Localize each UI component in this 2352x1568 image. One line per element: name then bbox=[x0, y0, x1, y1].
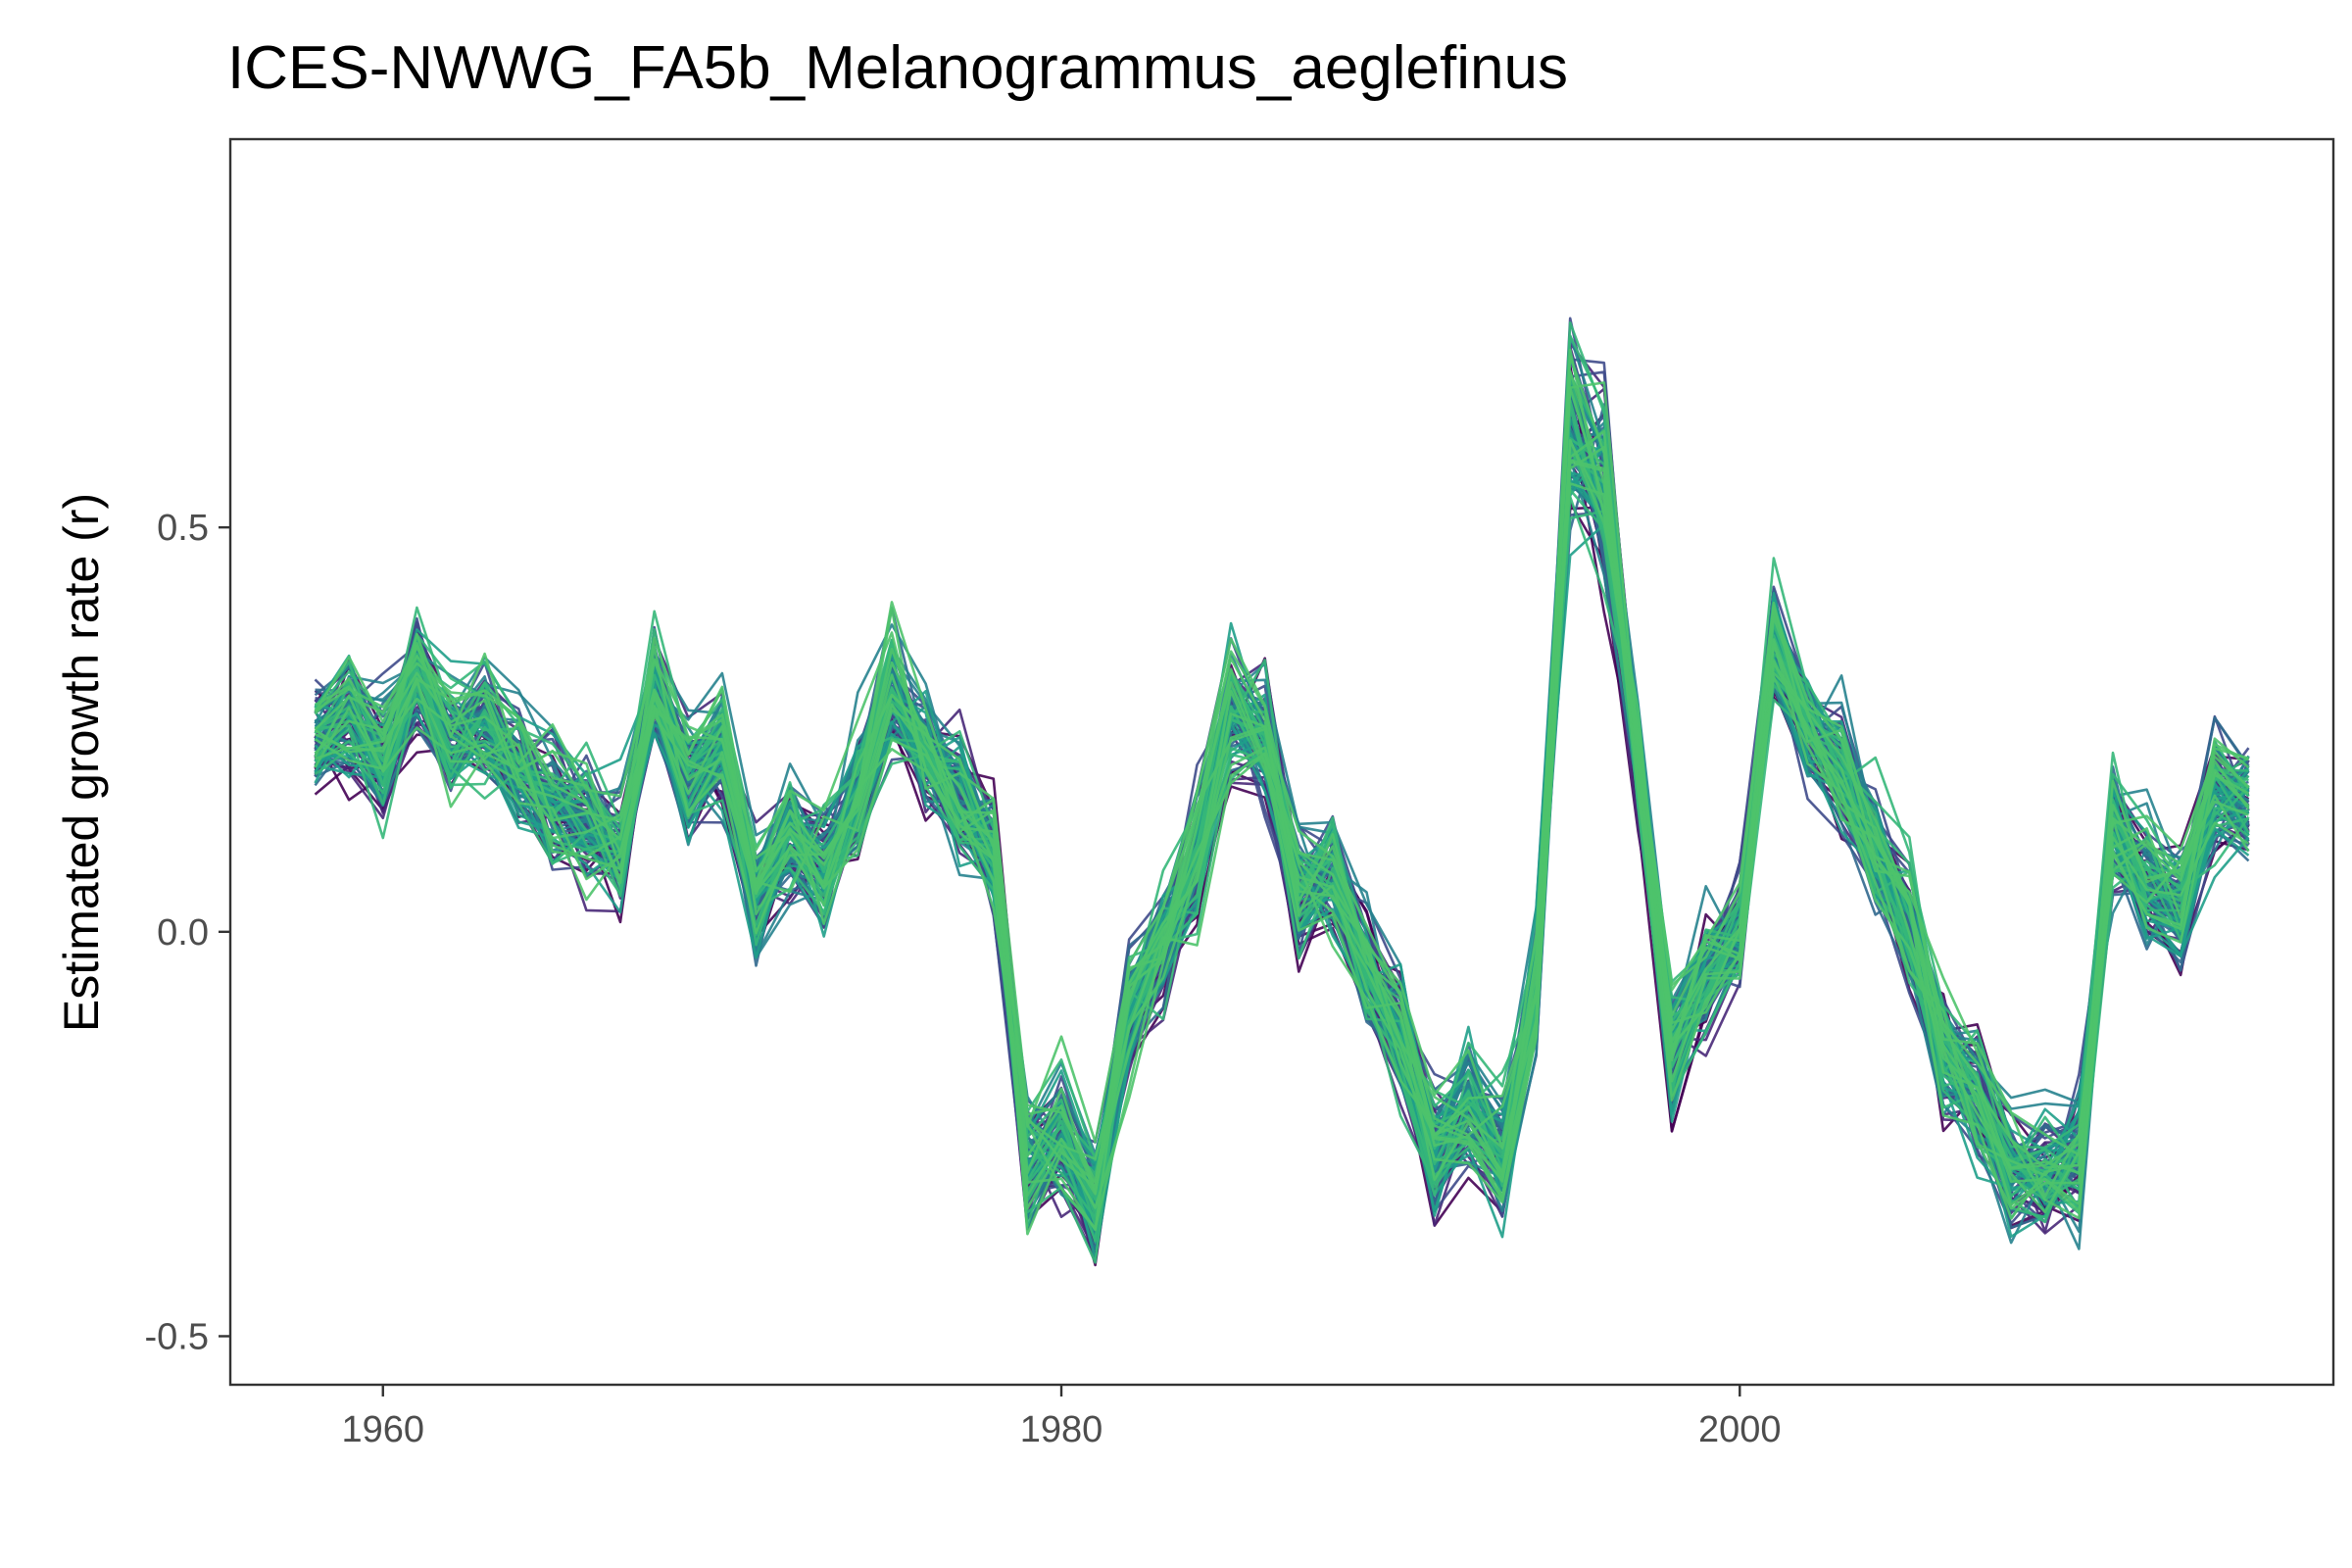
y-tick-label: 0.0 bbox=[157, 912, 209, 954]
x-tick-label: 1960 bbox=[341, 1409, 424, 1450]
y-axis: -0.5 0.0 0.5 bbox=[145, 508, 230, 1357]
y-tick-label: -0.5 bbox=[145, 1316, 209, 1357]
x-tick-label: 2000 bbox=[1698, 1409, 1782, 1450]
chart-title: ICES-NWWG_FA5b_Melanogrammus_aeglefinus bbox=[227, 34, 1568, 102]
ensemble-line bbox=[314, 438, 2249, 1214]
x-tick-label: 1980 bbox=[1020, 1409, 1103, 1450]
x-axis: 1960 1980 2000 bbox=[341, 1385, 1782, 1450]
ensemble-line bbox=[314, 348, 2249, 1183]
y-tick-label: 0.5 bbox=[157, 508, 209, 549]
plot-panel bbox=[228, 137, 2335, 1387]
series-lines bbox=[314, 317, 2250, 1267]
y-axis-label: Estimated growth rate (r) bbox=[54, 493, 109, 1032]
